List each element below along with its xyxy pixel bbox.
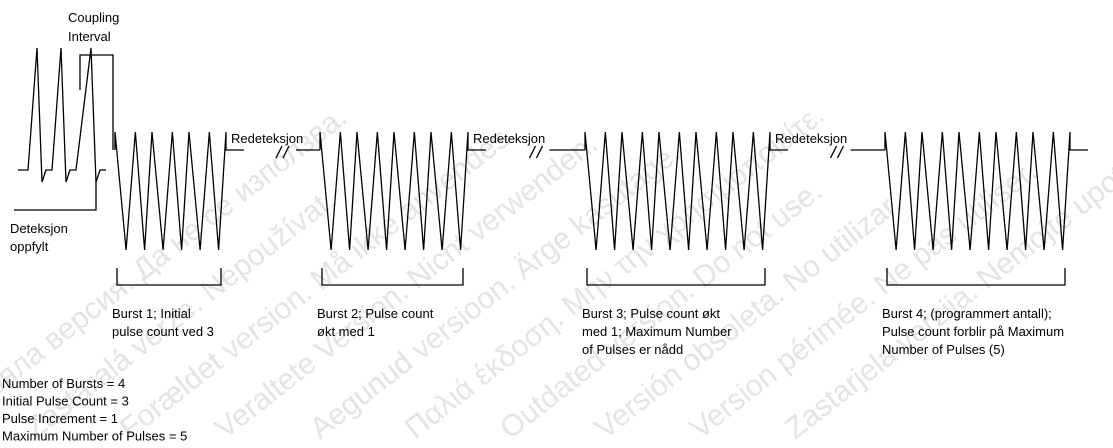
burst-label: økt med 1: [317, 324, 375, 339]
break: [836, 145, 845, 159]
burst-wave: [884, 131, 1088, 251]
parameter: Number of Bursts = 4: [2, 376, 125, 391]
burst-wave: [584, 131, 788, 251]
burst-label: Burst 2; Pulse count: [317, 306, 434, 321]
label: Deteksjon: [10, 221, 68, 236]
burst-label: pulse count ved 3: [112, 324, 214, 339]
redetection-label: Redeteksjon: [473, 131, 545, 146]
bracket: [321, 268, 464, 286]
burst-label: Burst 3; Pulse count økt: [582, 306, 720, 321]
break: [528, 145, 537, 159]
burst-label: Burst 4; (programmert antall);: [882, 306, 1052, 321]
parameter: Initial Pulse Count = 3: [2, 394, 129, 409]
burst-label: med 1; Maximum Number: [582, 324, 732, 339]
break: [829, 145, 838, 159]
burst-wave: [114, 131, 244, 251]
break: [282, 145, 290, 159]
burst-label: Pulse count forblir på Maximum: [882, 324, 1064, 339]
parameter: Maximum Number of Pulses = 5: [2, 429, 187, 444]
break: [535, 145, 544, 159]
rhythm: [18, 47, 106, 183]
watermark: Остаряла версия. Да не се използва.Zasta…: [0, 81, 1113, 446]
burst-label: Number of Pulses (5): [882, 342, 1005, 357]
redetection-label: Redeteksjon: [231, 131, 303, 146]
bracket: [586, 268, 766, 286]
parameter: Pulse Increment = 1: [2, 411, 118, 426]
break: [275, 145, 283, 159]
redetection-label: Redeteksjon: [775, 131, 847, 146]
bracket: [79, 54, 114, 150]
label: Coupling: [68, 10, 119, 25]
watermark-text: Version périmée. Ne pas utiliser.: [684, 155, 1043, 446]
waveform: Coupling Interval Deteksjon oppfylt Burst 1;…: [2, 10, 1088, 444]
label: Interval: [68, 29, 111, 44]
burst-label: Burst 1; Initial: [112, 306, 191, 321]
burst-wave: [319, 131, 486, 251]
burst-label: of Pulses er nådd: [582, 342, 683, 357]
bracket: [14, 180, 97, 211]
label: oppfylt: [10, 239, 49, 254]
bracket: [116, 268, 222, 286]
bracket: [886, 268, 1066, 286]
